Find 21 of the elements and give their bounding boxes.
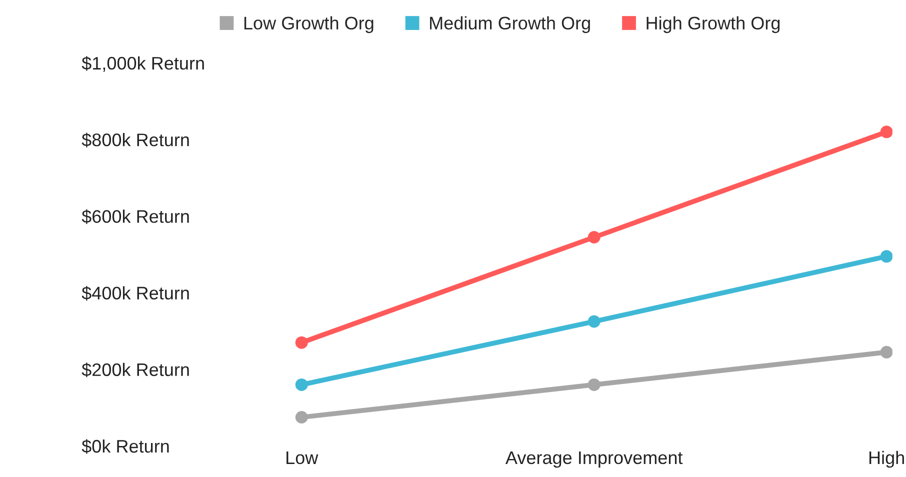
legend-label: Low Growth Org — [244, 16, 374, 34]
point — [588, 315, 600, 328]
point — [295, 336, 308, 349]
legend-label: High Growth Org — [646, 16, 780, 34]
y-tick-label: $800k Return — [82, 132, 189, 148]
x-tick-label: Low — [286, 452, 318, 464]
y-tick-label: $1,000k Return — [82, 56, 204, 72]
point — [295, 378, 308, 391]
legend-label: Medium Growth Org — [430, 16, 590, 34]
y-tick-label: $600k Return — [82, 209, 189, 224]
point — [588, 230, 600, 244]
point — [295, 411, 308, 424]
x-tick-label: High — [869, 450, 904, 468]
x-tick-label: Average Improvement — [505, 452, 683, 468]
y-tick-label: $400k Return — [82, 286, 189, 301]
point — [588, 378, 600, 391]
point — [880, 250, 892, 263]
point — [880, 126, 892, 138]
y-tick-label: $200k Return — [82, 362, 189, 378]
point — [880, 346, 892, 358]
y-tick-label: $0k Return — [82, 439, 169, 454]
